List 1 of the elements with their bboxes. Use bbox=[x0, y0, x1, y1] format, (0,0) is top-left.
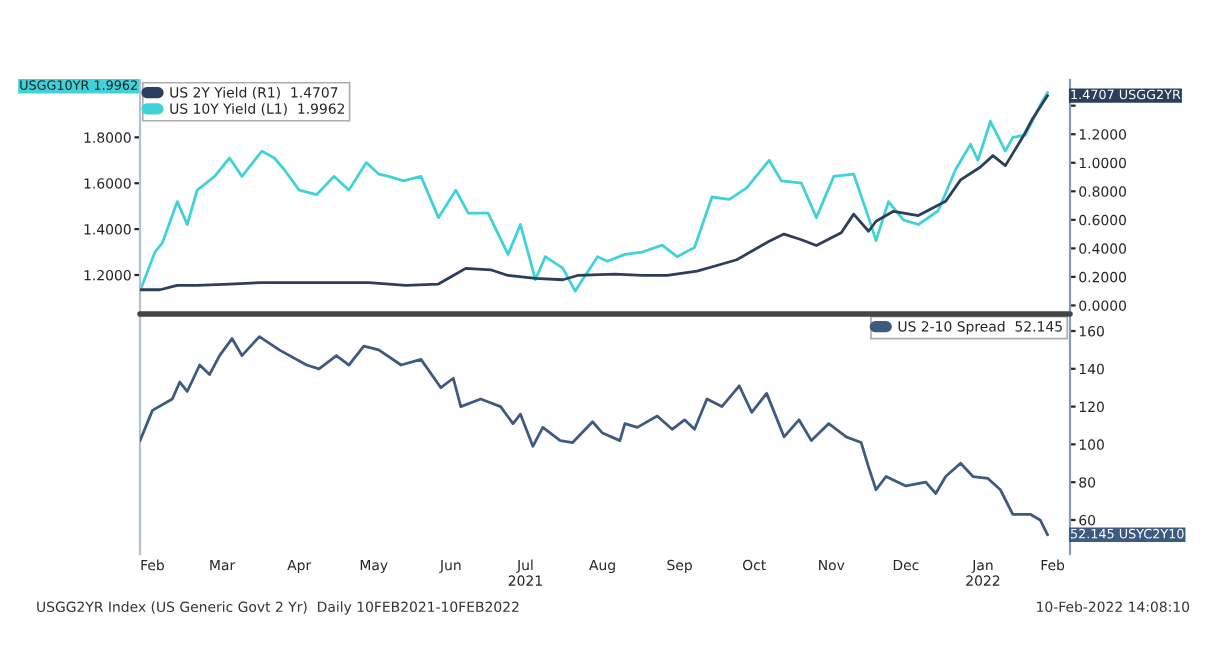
line-series bbox=[140, 335, 1050, 537]
